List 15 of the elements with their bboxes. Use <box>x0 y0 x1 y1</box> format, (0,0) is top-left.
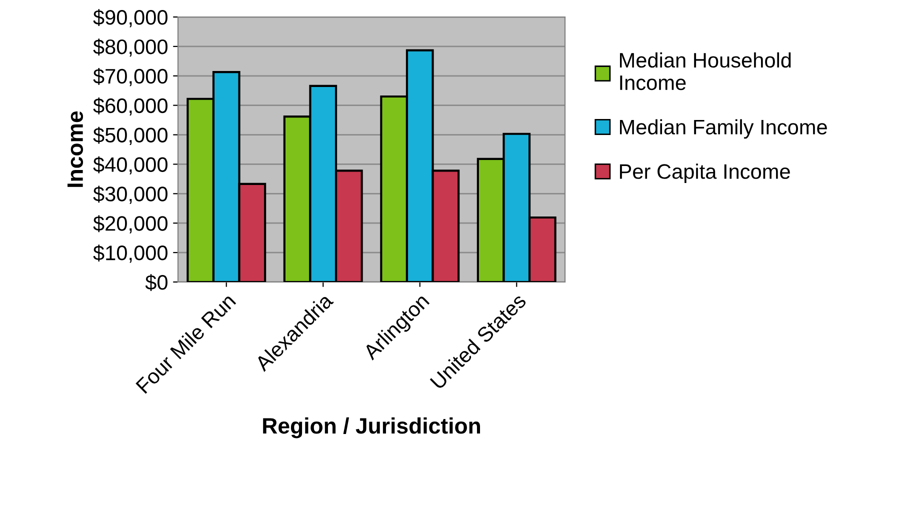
y-tick-label: $40,000 <box>93 156 168 174</box>
legend-label: Per Capita Income <box>620 164 790 184</box>
y-tick-label: $30,000 <box>93 186 168 204</box>
y-axis-title: Income <box>68 111 84 187</box>
y-tick-label: $60,000 <box>93 97 168 116</box>
legend-label: Median Family Income <box>620 119 827 139</box>
y-tick-label: $50,000 <box>93 126 168 145</box>
y-tick-label: $20,000 <box>93 215 168 234</box>
y-tick-label: $70,000 <box>93 68 168 86</box>
y-tick-label: $90,000 <box>93 9 168 28</box>
y-tick-label: $0 <box>145 274 168 291</box>
legend-label: Median Household Income <box>620 52 791 90</box>
y-tick-label: $10,000 <box>93 244 168 263</box>
y-tick-label: $80,000 <box>93 38 168 57</box>
x-axis-title: Region / Jurisdiction <box>263 417 480 438</box>
